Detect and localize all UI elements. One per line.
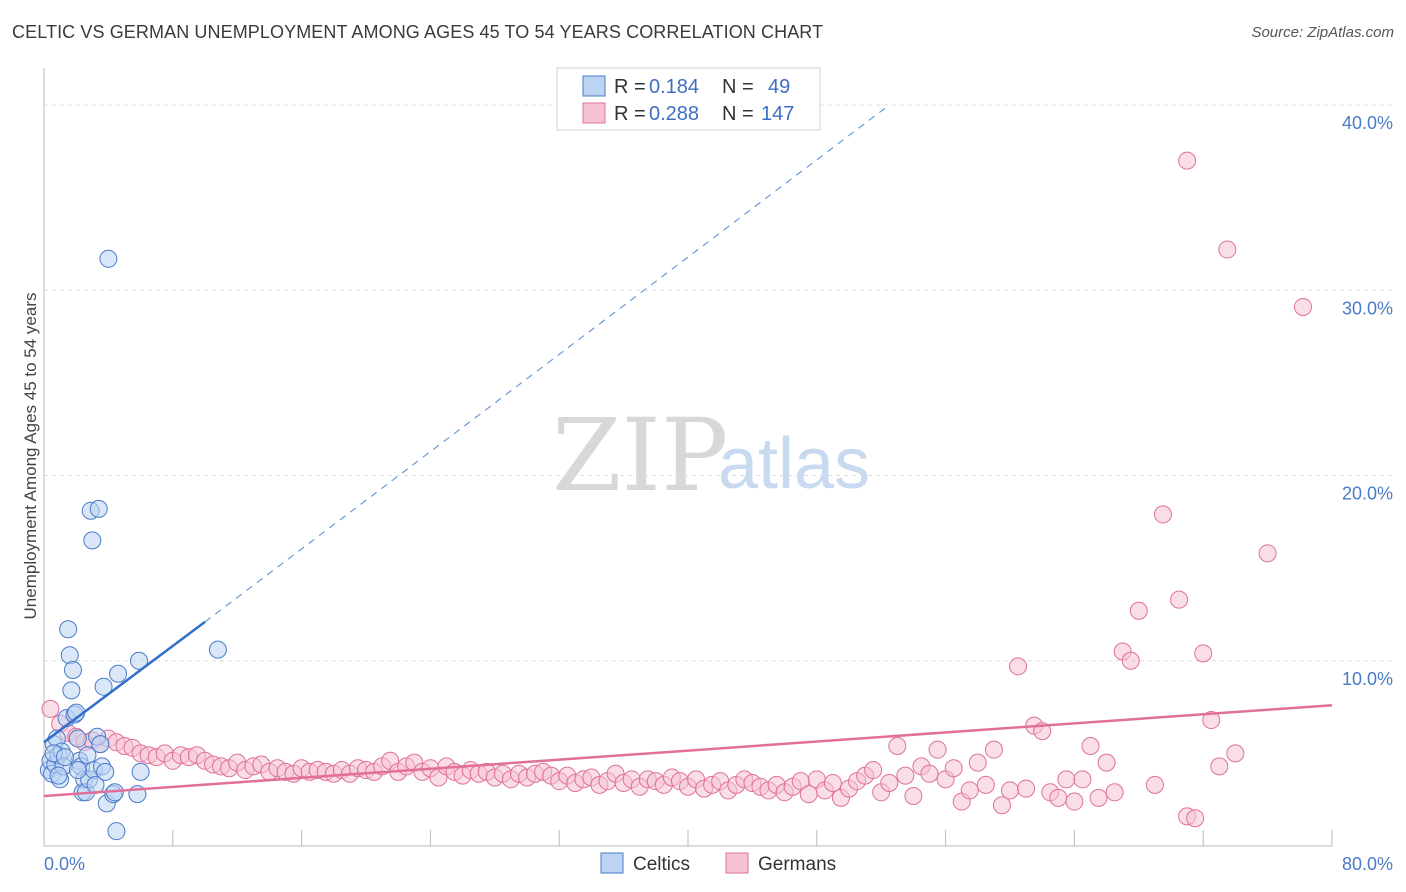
german-point xyxy=(1073,770,1092,789)
source-label: Source: ZipAtlas.com xyxy=(1251,24,1394,41)
german-point xyxy=(992,796,1011,815)
german-point xyxy=(880,774,899,793)
watermark-atlas: atlas xyxy=(718,424,870,504)
celtic-point xyxy=(91,735,110,754)
celtic-point xyxy=(78,746,97,765)
celtic-point xyxy=(68,761,87,780)
celtic-legend-swatch xyxy=(582,75,606,97)
series-legend: Celtics Germans xyxy=(600,852,836,875)
german-point xyxy=(1210,757,1229,776)
german-trend-line xyxy=(43,703,1333,798)
german-point xyxy=(1129,601,1148,620)
celtic-point xyxy=(131,762,150,781)
germans-legend-label: Germans xyxy=(758,854,836,875)
german-point xyxy=(944,759,963,778)
german-point xyxy=(968,753,987,772)
y-tick-label: 20.0% xyxy=(1342,484,1393,504)
german-point xyxy=(823,774,842,793)
german-point xyxy=(896,766,915,785)
german-point xyxy=(1121,651,1140,670)
x-tick-label-max: 80.0% xyxy=(1342,854,1393,874)
y-tick-label: 10.0% xyxy=(1342,669,1393,689)
celtic-point xyxy=(96,762,115,781)
german-point xyxy=(904,786,923,805)
german-point xyxy=(984,740,1003,759)
german-point xyxy=(1009,657,1028,676)
celtic-point xyxy=(99,249,118,268)
celtic-point xyxy=(94,677,113,696)
celtic-point xyxy=(83,531,102,550)
german-point xyxy=(1194,644,1213,663)
celtic-point xyxy=(55,748,74,767)
german-point xyxy=(928,740,947,759)
y-tick-label: 30.0% xyxy=(1342,298,1393,318)
german-n-label: N = xyxy=(722,103,754,125)
stats-legend: R = 0.184 N = 49 R = 0.288 N = 147 xyxy=(556,67,821,131)
gridlines xyxy=(44,104,1392,662)
german-point xyxy=(1089,788,1108,807)
german-point xyxy=(1202,711,1221,730)
celtic-point xyxy=(129,651,148,670)
chart-title: CELTIC VS GERMAN UNEMPLOYMENT AMONG AGES… xyxy=(12,22,824,42)
celtic-point xyxy=(68,729,87,748)
celtics-legend-label: Celtics xyxy=(633,854,690,875)
german-point xyxy=(1226,744,1245,763)
celtic-point xyxy=(89,499,108,518)
y-axis-title: Unemployment Among Ages 45 to 54 years xyxy=(21,293,40,620)
celtic-trend-extension xyxy=(204,104,890,623)
german-series xyxy=(41,151,1313,828)
celtic-point xyxy=(60,646,79,665)
y-tick-labels: 10.0% 20.0% 30.0% 40.0% xyxy=(1342,113,1393,689)
celtic-r-label: R = xyxy=(614,76,646,98)
german-point xyxy=(864,761,883,780)
german-point xyxy=(888,736,907,755)
celtic-point xyxy=(63,661,82,680)
celtics-swatch xyxy=(600,852,624,874)
watermark-zip: ZIP xyxy=(552,397,728,514)
german-point xyxy=(1178,151,1197,170)
german-r-label: R = xyxy=(614,103,646,125)
german-point xyxy=(1258,544,1277,563)
german-point xyxy=(1057,770,1076,789)
german-point xyxy=(920,764,939,783)
celtic-point xyxy=(109,664,128,683)
german-point xyxy=(976,775,995,794)
x-axis-ticks xyxy=(43,830,1333,846)
german-point xyxy=(1017,779,1036,798)
german-point xyxy=(799,785,818,804)
german-point xyxy=(1170,590,1189,609)
german-point xyxy=(1065,792,1084,811)
german-point xyxy=(1294,297,1313,316)
celtic-point xyxy=(62,681,81,700)
german-point xyxy=(1097,753,1116,772)
celtic-point xyxy=(49,766,68,785)
x-tick-label-min: 0.0% xyxy=(44,854,85,874)
y-tick-label: 40.0% xyxy=(1342,113,1393,133)
celtic-point xyxy=(107,822,126,841)
celtic-point xyxy=(59,620,78,639)
german-point xyxy=(41,699,60,718)
german-point xyxy=(1218,240,1237,259)
german-point xyxy=(1145,775,1164,794)
celtic-n-label: N = xyxy=(722,76,754,98)
german-point xyxy=(960,781,979,800)
german-point xyxy=(1001,781,1019,800)
german-legend-swatch xyxy=(582,102,606,124)
german-r-value: 0.288 xyxy=(649,103,699,125)
german-n-value: 147 xyxy=(761,103,794,125)
german-point xyxy=(1153,505,1172,524)
german-point xyxy=(1105,783,1124,802)
celtic-point xyxy=(208,640,227,659)
germans-swatch xyxy=(725,852,749,874)
celtic-r-value: 0.184 xyxy=(649,76,699,98)
german-point xyxy=(1081,736,1100,755)
celtic-trend-line xyxy=(43,620,206,744)
german-point xyxy=(1186,809,1205,828)
german-point xyxy=(1049,788,1068,807)
celtic-n-value: 49 xyxy=(768,76,790,98)
